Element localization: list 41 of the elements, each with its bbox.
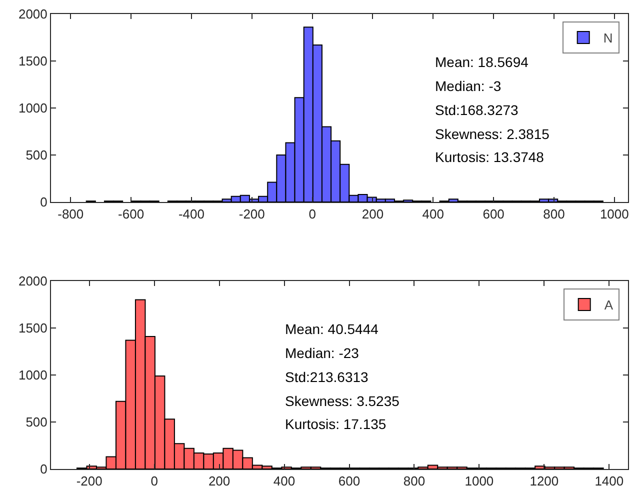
- annotation: Skewness: 3.5235: [285, 393, 400, 409]
- x-tick-label: 1200: [530, 474, 559, 489]
- x-tick-label: 1000: [600, 206, 629, 222]
- y-tick-label: 0: [40, 462, 48, 477]
- x-tick-label: 400: [422, 206, 444, 222]
- y-tick-label: 1500: [18, 320, 48, 336]
- annotation: Mean: 18.5694: [435, 54, 529, 70]
- annotation: Std:213.6313: [285, 369, 369, 385]
- x-tick-label: -600: [118, 206, 144, 222]
- y-tick-label: 2000: [18, 274, 48, 289]
- annotation: Median: -23: [285, 345, 360, 361]
- x-tick-label: 0: [308, 206, 316, 222]
- x-tick-label: -200: [76, 474, 102, 489]
- x-tick-label: 400: [273, 474, 296, 489]
- annotation: Skewness: 2.3815: [435, 126, 550, 142]
- y-tick-label: 1000: [18, 100, 48, 116]
- x-tick-label: 1000: [464, 474, 494, 489]
- x-tick-label: 800: [403, 474, 426, 489]
- x-tick-label: 600: [482, 206, 504, 222]
- legend-label: A: [604, 298, 614, 313]
- y-tick-label: 500: [26, 414, 48, 430]
- annotation: Kurtosis: 17.135: [285, 416, 386, 432]
- x-tick-label: 0: [150, 474, 158, 489]
- y-tick-label: 500: [26, 148, 48, 163]
- legend-label: N: [603, 30, 613, 46]
- y-tick-label: 1500: [18, 54, 48, 69]
- x-tick-label: 200: [208, 474, 230, 489]
- x-tick-label: -800: [58, 206, 84, 222]
- annotation: Std:168.3273: [435, 102, 519, 118]
- x-tick-label: 600: [338, 474, 360, 489]
- y-tick-label: 1000: [18, 368, 48, 383]
- annotation: Mean: 40.5444: [285, 321, 379, 337]
- x-tick-label: 800: [543, 206, 565, 222]
- x-tick-label: -400: [178, 206, 204, 222]
- x-tick-label: 1400: [594, 474, 624, 489]
- y-tick-label: 0: [40, 194, 48, 210]
- y-tick-label: 2000: [18, 6, 48, 22]
- annotation: Median: -3: [435, 78, 502, 94]
- x-tick-label: -200: [238, 206, 265, 222]
- annotation: Kurtosis: 13.3748: [435, 149, 544, 165]
- x-tick-label: 200: [362, 206, 384, 222]
